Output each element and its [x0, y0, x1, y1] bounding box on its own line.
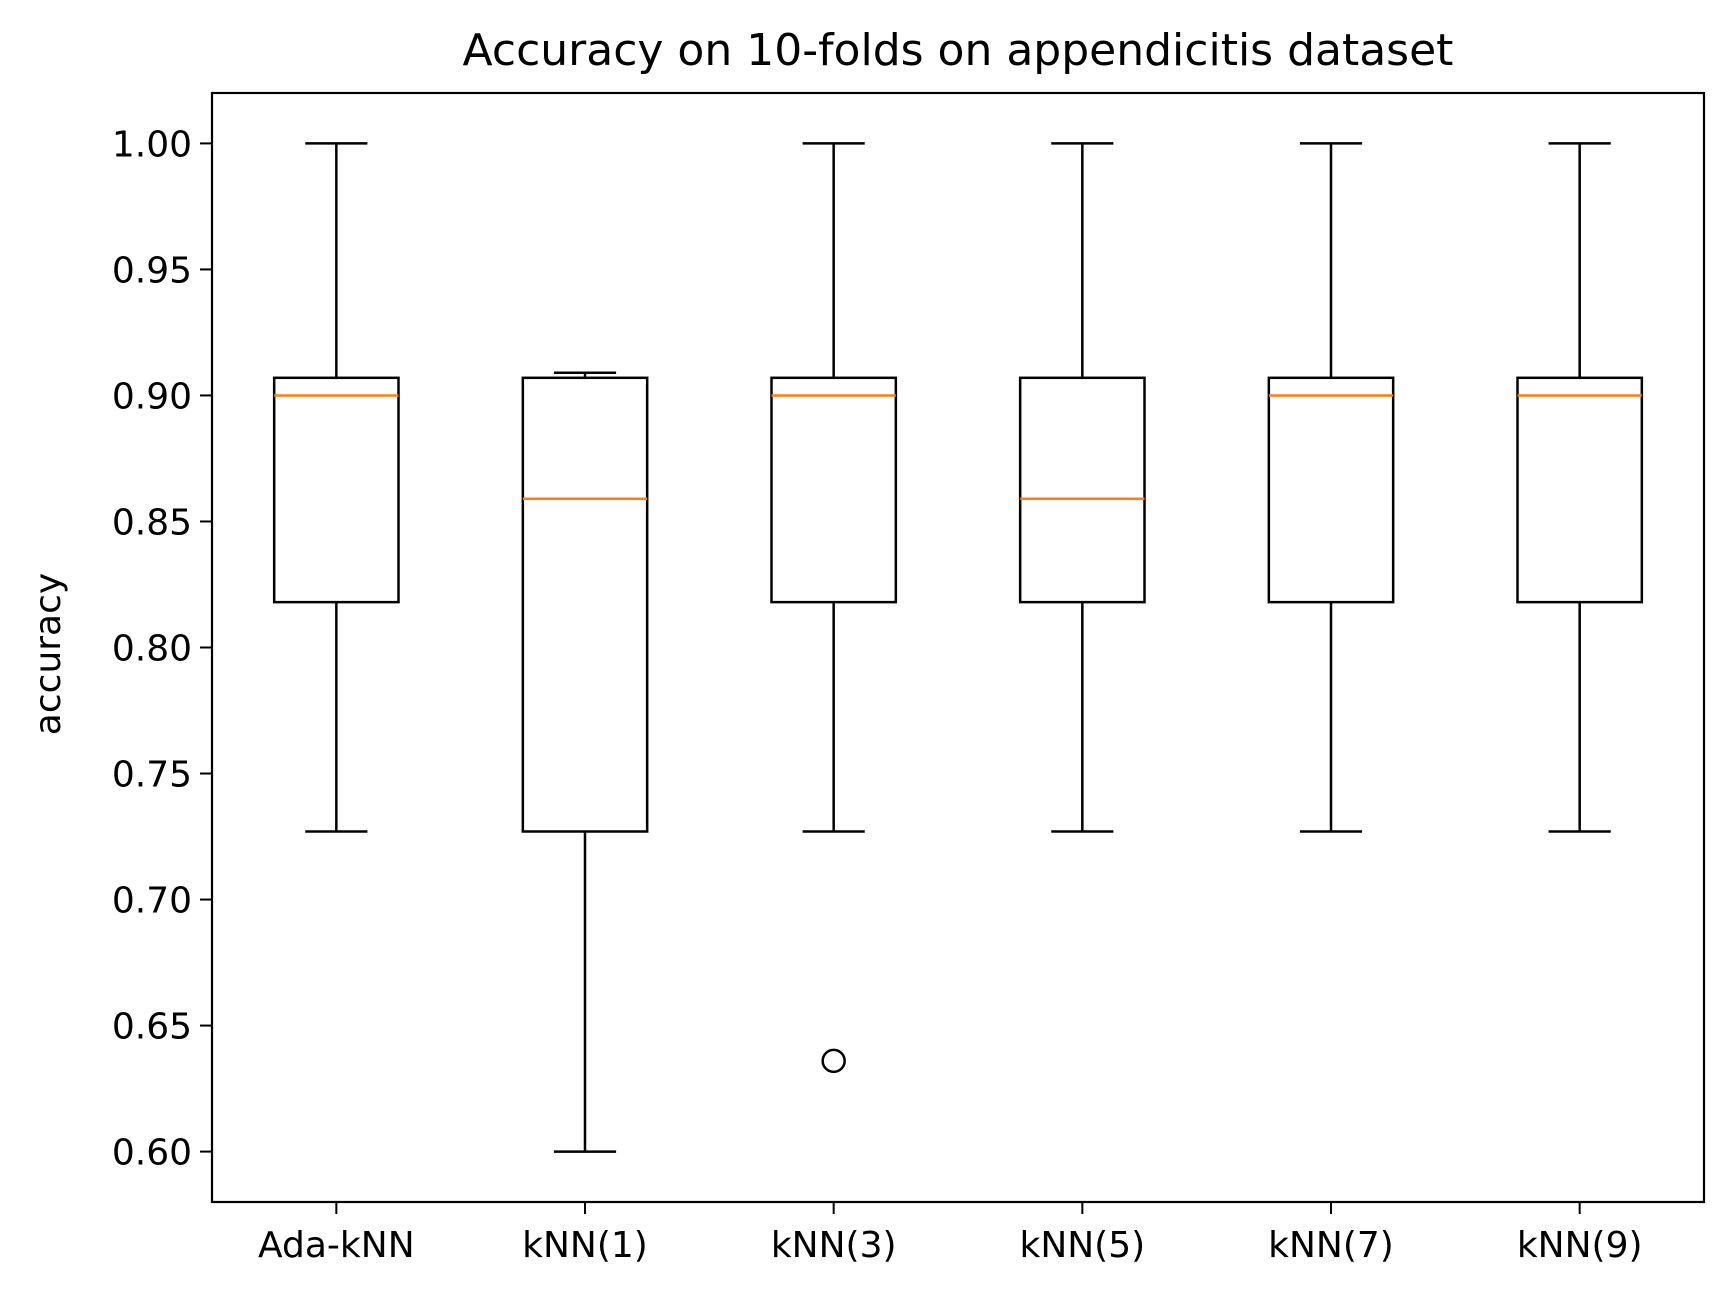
- iqr-box: [1267, 376, 1395, 604]
- box-knn-7: [1267, 142, 1395, 833]
- y-tick-label: 0.70: [112, 881, 192, 922]
- x-tick-label: kNN(7): [1268, 1225, 1394, 1266]
- iqr-box: [1018, 376, 1146, 604]
- iqr-box: [770, 376, 898, 604]
- box-knn-9: [1516, 142, 1644, 833]
- iqr-box: [1516, 376, 1644, 604]
- plot-area-frame: [210, 91, 1706, 1204]
- x-tick-label: kNN(1): [522, 1225, 648, 1266]
- iqr-box: [272, 376, 400, 604]
- chart-title: Accuracy on 10-folds on appendicitis dat…: [463, 25, 1454, 76]
- y-tick-label: 0.95: [112, 250, 192, 291]
- y-tick-label: 0.80: [112, 629, 192, 670]
- y-tick-label: 1.00: [112, 124, 192, 165]
- x-tick-label: kNN(9): [1517, 1225, 1643, 1266]
- iqr-box: [521, 376, 649, 833]
- box-knn-3: [770, 142, 898, 1074]
- box-knn-1: [521, 371, 649, 1153]
- x-tick-label: Ada-kNN: [258, 1225, 415, 1266]
- box-ada-knn: [272, 142, 400, 833]
- outlier-point: [821, 1048, 846, 1074]
- x-axis-ticks: Ada-kNN kNN(1) kNN(3) kNN(5) kNN(7) kNN(9): [258, 1202, 1643, 1266]
- y-axis-label: accuracy: [28, 573, 69, 735]
- y-tick-label: 0.60: [112, 1133, 192, 1174]
- y-tick-label: 0.65: [112, 1007, 192, 1048]
- x-tick-label: kNN(3): [771, 1225, 897, 1266]
- y-tick-label: 0.75: [112, 755, 192, 796]
- y-tick-label: 0.85: [112, 502, 192, 543]
- box-knn-5: [1018, 142, 1146, 833]
- box-series: [272, 142, 1644, 1153]
- y-tick-label: 0.90: [112, 376, 192, 417]
- x-tick-label: kNN(5): [1019, 1225, 1145, 1266]
- y-axis-ticks: 0.60 0.65 0.70 0.75 0.80 0.85 0.90 0.95 1.00: [112, 124, 212, 1174]
